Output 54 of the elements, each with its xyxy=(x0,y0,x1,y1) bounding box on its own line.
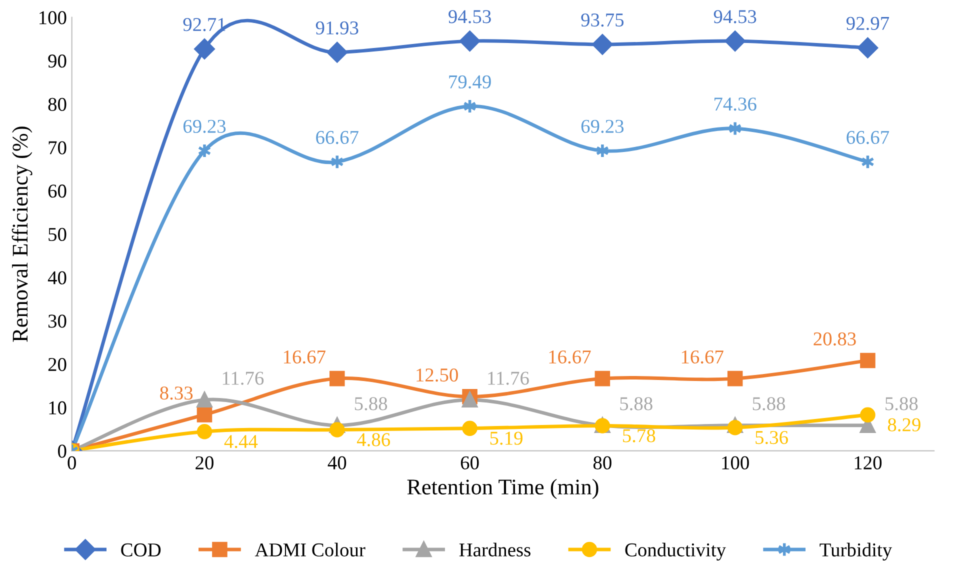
data-label: 5.88 xyxy=(886,397,918,410)
y-tick-label: 50 xyxy=(48,228,66,242)
data-label: 93.75 xyxy=(581,14,624,27)
x-axis-title: Retention Time (min) xyxy=(407,478,598,500)
x-tick-label: 0 xyxy=(68,456,76,470)
data-label: 16.67 xyxy=(682,350,724,364)
y-tick-label: 0 xyxy=(58,444,66,458)
data-label: 16.67 xyxy=(549,350,591,364)
data-label: 4.44 xyxy=(224,435,258,448)
legend-label: Turbidity xyxy=(820,542,892,560)
y-tick-label: 30 xyxy=(48,314,66,328)
y-tick-label: 80 xyxy=(48,98,66,111)
data-label: 11.76 xyxy=(222,372,264,385)
data-label: 4.86 xyxy=(356,433,390,446)
data-label: 8.33 xyxy=(160,386,193,400)
data-label: 69.23 xyxy=(581,120,624,133)
data-label: 5.88 xyxy=(752,397,786,410)
data-label: 20.83 xyxy=(814,332,856,346)
data-label: 16.67 xyxy=(284,350,326,364)
data-label: 94.53 xyxy=(714,10,756,24)
legend-label: COD xyxy=(121,543,161,556)
x-tick-label: 120 xyxy=(854,456,882,470)
data-label: 5.88 xyxy=(354,397,388,410)
data-label: 79.49 xyxy=(449,75,491,88)
x-tick-label: 100 xyxy=(722,456,749,470)
data-label: 91.93 xyxy=(316,21,358,35)
y-tick-label: 90 xyxy=(48,54,66,68)
x-tick-label: 60 xyxy=(460,456,479,470)
data-label: 5.36 xyxy=(756,431,788,444)
data-label: 69.23 xyxy=(183,120,226,133)
x-tick-label: 40 xyxy=(328,456,346,470)
data-label: 5.78 xyxy=(623,429,656,442)
legend-label: Conductivity xyxy=(625,542,726,560)
legend-label: Hardness xyxy=(459,542,530,556)
y-axis-title: Removal Efficiency (%) xyxy=(12,126,32,342)
legend-label: ADMI Colour xyxy=(254,542,366,556)
data-label: 5.88 xyxy=(620,397,652,410)
y-tick-label: 70 xyxy=(48,141,66,154)
y-tick-label: 10 xyxy=(49,401,66,414)
data-label: 74.36 xyxy=(714,98,756,111)
data-label: 66.67 xyxy=(846,130,890,144)
data-label: 11.76 xyxy=(488,372,529,385)
data-label: 8.29 xyxy=(888,418,920,432)
data-label: 12.50 xyxy=(416,368,458,382)
y-tick-label: 60 xyxy=(48,184,66,198)
y-tick-label: 40 xyxy=(48,271,66,284)
y-tick-label: 100 xyxy=(40,11,66,24)
data-label: 92.97 xyxy=(846,16,890,30)
data-label: 94.53 xyxy=(448,10,491,24)
x-tick-label: 80 xyxy=(593,456,612,470)
x-tick-label: 20 xyxy=(196,456,214,470)
data-label: 5.19 xyxy=(490,432,522,445)
data-label: 66.67 xyxy=(316,130,358,144)
y-tick-label: 20 xyxy=(48,358,66,372)
